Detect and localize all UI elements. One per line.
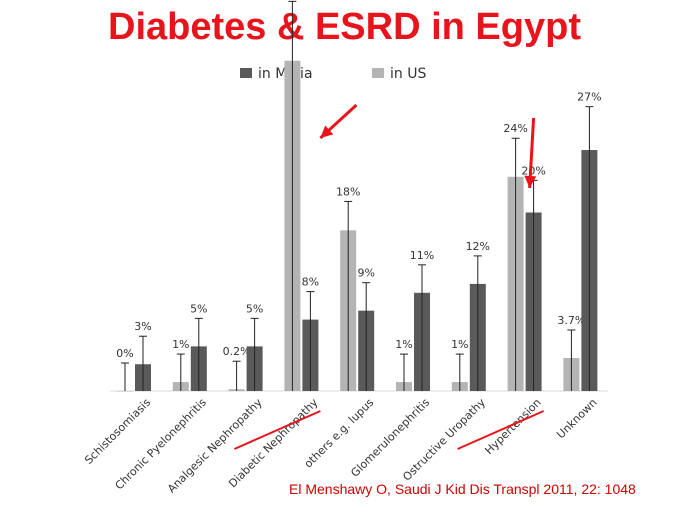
category-label-3: Analgesic Nephropathy <box>165 396 265 496</box>
value-label-8-2: 20% <box>521 164 545 177</box>
value-label-1-2: 3% <box>134 320 151 333</box>
value-label-5-1: 18% <box>336 185 360 198</box>
value-label-5-2: 9% <box>357 267 374 280</box>
annotation-arrow-2-head <box>524 175 537 188</box>
value-label-3-1: 0.2% <box>223 345 251 358</box>
category-label-2: Chronic Pyelonephritis <box>113 396 210 493</box>
value-label-7-2: 12% <box>466 240 490 253</box>
value-label-7-1: 1% <box>451 338 468 351</box>
value-label-9-1: 3.7% <box>557 314 585 327</box>
value-label-6-2: 11% <box>410 249 434 262</box>
annotation-arrow-1-head <box>320 125 334 138</box>
annotation-underline-3 <box>233 410 321 450</box>
legend-label-2: in US <box>390 66 426 82</box>
bar-in-us-1 <box>117 391 133 392</box>
value-label-1-1: 0% <box>116 347 133 360</box>
category-label-9: Unknown <box>554 396 599 441</box>
value-label-4-2: 8% <box>302 276 319 289</box>
category-label-8: Hypertension <box>482 396 543 457</box>
value-label-6-1: 1% <box>395 338 412 351</box>
value-label-2-2: 5% <box>190 302 207 315</box>
legend-swatch-2 <box>372 68 384 78</box>
slide-title: Diabetes & ESRD in Egypt <box>108 6 581 48</box>
value-label-3-2: 5% <box>246 302 263 315</box>
value-label-9-2: 27% <box>577 91 601 104</box>
value-label-8-1: 24% <box>503 122 527 135</box>
value-label-2-1: 1% <box>172 338 189 351</box>
annotation-underline-4 <box>457 410 545 450</box>
citation: El Menshawy O, Saudi J Kid Dis Transpl 2… <box>289 481 636 497</box>
legend-swatch-1 <box>240 68 252 78</box>
